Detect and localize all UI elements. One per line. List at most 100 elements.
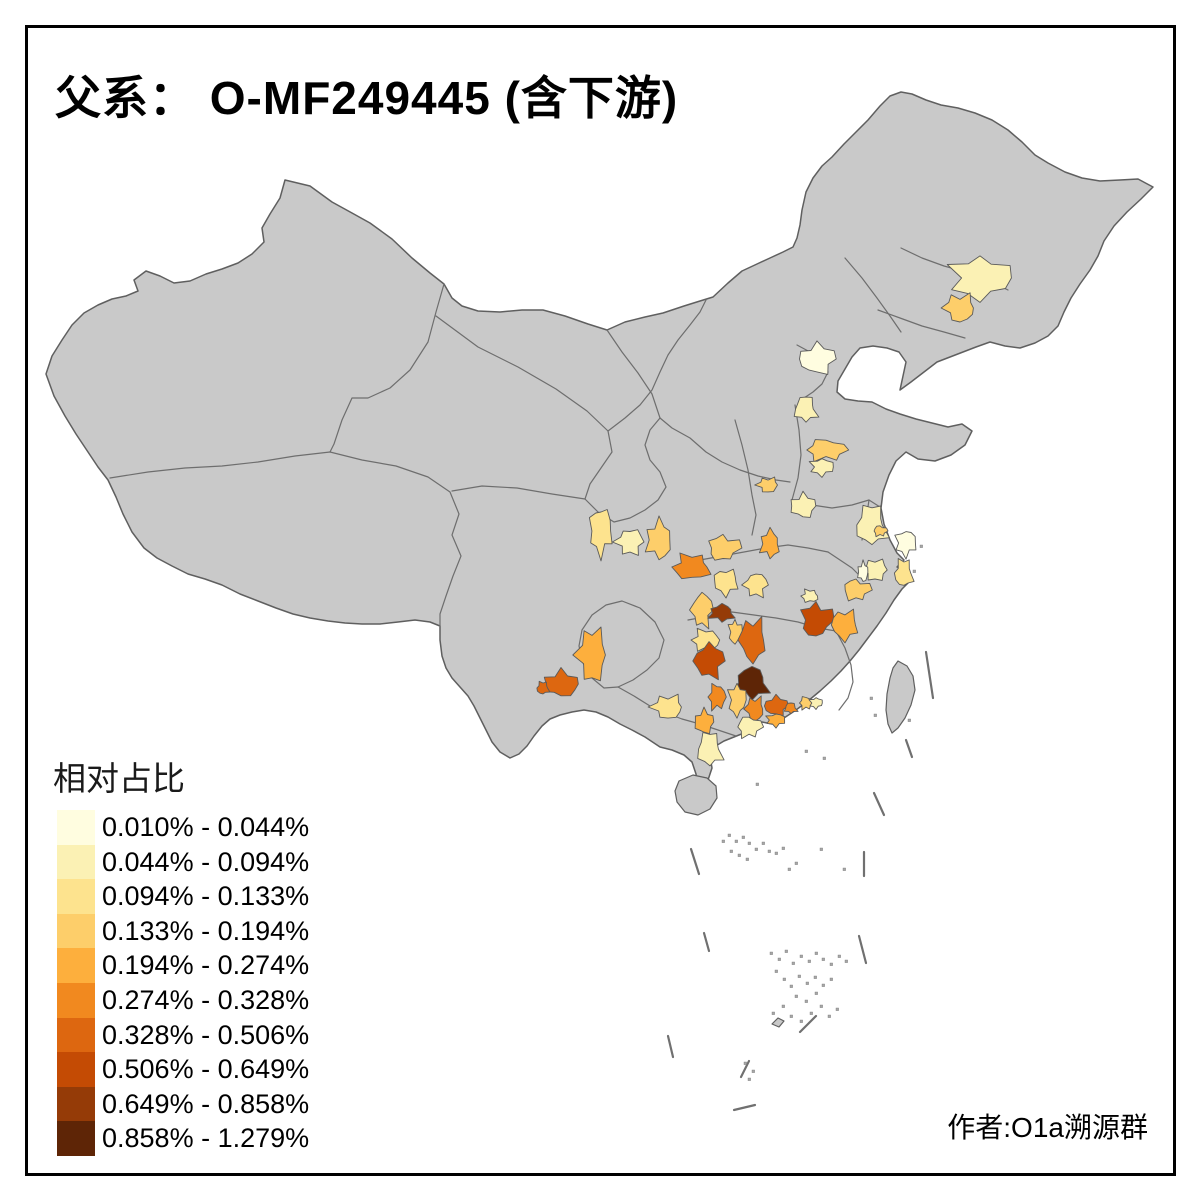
legend-swatch xyxy=(57,948,95,983)
legend-label: 0.133% - 0.194% xyxy=(102,915,310,946)
choropleth-region xyxy=(671,552,712,580)
province-border xyxy=(435,315,613,500)
page-title: 父系： O-MF249445 (含下游) xyxy=(55,72,679,124)
legend-swatch xyxy=(57,982,95,1018)
province-border xyxy=(109,451,331,479)
choropleth-region xyxy=(611,529,645,556)
choropleth-region xyxy=(588,509,613,562)
choropleth-region xyxy=(799,340,837,375)
choropleth-region xyxy=(689,591,714,630)
island-dot xyxy=(781,846,785,850)
choropleth-region xyxy=(692,641,726,681)
choropleth-region xyxy=(830,608,859,644)
island-dot xyxy=(774,969,778,973)
choropleth-region xyxy=(727,682,747,719)
province-border xyxy=(329,451,462,627)
province-border xyxy=(606,329,661,419)
province-border xyxy=(734,419,757,536)
choropleth-region xyxy=(536,680,551,695)
sea-dash-line xyxy=(732,1103,757,1112)
island-dot xyxy=(747,841,751,845)
province-border xyxy=(877,309,966,339)
sea-dash-line xyxy=(798,1014,818,1034)
island-dot xyxy=(869,696,873,700)
legend-label: 0.274% - 0.328% xyxy=(102,984,310,1015)
legend-entry: 0.133% - 0.194% xyxy=(57,913,310,949)
island xyxy=(674,774,718,816)
choropleth-region xyxy=(694,706,715,735)
sea-dash-line xyxy=(739,1059,751,1079)
island-dot xyxy=(729,849,733,853)
island-dot xyxy=(784,949,788,953)
legend-swatch xyxy=(57,879,95,914)
choropleth-region xyxy=(793,396,820,423)
province-border xyxy=(835,630,854,711)
island-dot xyxy=(743,1061,747,1065)
island-dot xyxy=(721,839,725,843)
choropleth-region xyxy=(783,702,799,715)
island-dot xyxy=(805,981,809,985)
island-dot xyxy=(751,1069,755,1073)
island-dot xyxy=(829,962,833,966)
island-dot xyxy=(787,867,791,871)
attribution-text: 作者:O1a溯源群 xyxy=(947,1112,1148,1143)
island-dot xyxy=(814,991,818,995)
choropleth-region xyxy=(765,713,786,729)
legend-entry: 0.010% - 0.044% xyxy=(57,810,309,845)
island-dot xyxy=(799,954,803,958)
legend-entry: 0.328% - 0.506% xyxy=(57,1017,310,1053)
choropleth-region xyxy=(737,716,765,740)
island-dot xyxy=(799,1019,803,1023)
legend-rows: 0.010% - 0.044% 0.044% - 0.094% 0.094% - 0… xyxy=(57,810,309,1156)
island-dot xyxy=(727,833,731,837)
province-border xyxy=(607,299,707,432)
sea-dash-line xyxy=(666,1034,675,1059)
island-dot xyxy=(781,1004,785,1008)
island-dot xyxy=(837,954,841,958)
choropleth-region xyxy=(808,697,823,710)
choropleth-region xyxy=(737,616,766,665)
choropleth-region xyxy=(758,526,780,560)
choropleth-region xyxy=(844,578,873,602)
choropleth-region xyxy=(790,490,817,518)
sea-dash-line xyxy=(904,738,914,759)
island xyxy=(771,1017,785,1028)
island-dot xyxy=(754,847,758,851)
island-dot xyxy=(745,857,749,861)
island-dot xyxy=(794,861,798,865)
island-dot xyxy=(807,959,811,963)
legend-label: 0.506% - 0.649% xyxy=(102,1054,310,1085)
legend-title: 相对占比 xyxy=(53,760,185,797)
province-border xyxy=(791,404,802,501)
legend-label: 0.858% - 1.279% xyxy=(102,1123,310,1154)
island-dot xyxy=(767,849,771,853)
island-dot xyxy=(821,957,825,961)
island-dot xyxy=(842,867,846,871)
island-dot xyxy=(737,853,741,857)
legend-label: 0.328% - 0.506% xyxy=(102,1019,310,1050)
island-dot xyxy=(907,718,911,722)
island-dot xyxy=(804,999,808,1003)
island-dot xyxy=(789,984,793,988)
island-dot xyxy=(782,977,786,981)
island-dot xyxy=(794,994,798,998)
legend-label: 0.044% - 0.094% xyxy=(102,846,310,877)
island-dot xyxy=(771,1011,775,1015)
choropleth-region xyxy=(697,732,725,767)
legend-entry: 0.649% - 0.858% xyxy=(57,1086,309,1122)
sea-dash-line xyxy=(689,847,701,876)
island-dot xyxy=(814,951,818,955)
legend-label: 0.094% - 0.133% xyxy=(102,881,310,912)
island-dot xyxy=(835,1007,839,1011)
island-dot xyxy=(813,975,817,979)
choropleth-region xyxy=(644,515,671,561)
legend-entry: 0.094% - 0.133% xyxy=(57,879,309,914)
choropleth-region xyxy=(754,476,778,493)
sea-dash-line xyxy=(872,791,886,817)
province-border xyxy=(329,283,445,453)
island-dot xyxy=(844,959,848,963)
choropleth-region xyxy=(708,533,743,561)
island-dot xyxy=(789,1014,793,1018)
choropleth-region xyxy=(707,682,727,712)
island-dot xyxy=(873,713,877,717)
